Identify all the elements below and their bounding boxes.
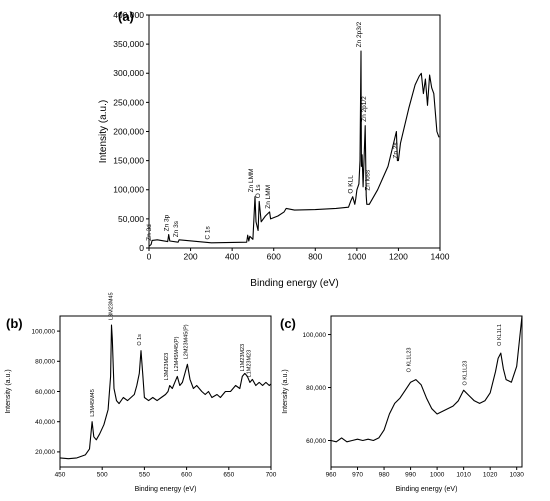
y-tick-label: 300,000 [113, 68, 144, 78]
x-tick-label: 1030 [509, 472, 524, 479]
y-tick-label: 400,000 [113, 10, 144, 20]
y-tick-label: 100,000 [32, 328, 56, 335]
peak-annotation: Zn 3d [146, 224, 153, 241]
peak-annotation: L3M23M23 [164, 353, 170, 381]
panel-label: (a) [118, 9, 134, 24]
y-tick-label: 200,000 [113, 126, 144, 136]
x-tick-label: 0 [147, 252, 152, 262]
x-tick-label: 600 [267, 252, 281, 262]
peak-annotation: C 1s [204, 226, 211, 240]
y-tick-label: 250,000 [113, 97, 144, 107]
x-tick-label: 960 [326, 472, 337, 479]
spectrum-line [148, 50, 440, 247]
peak-annotation: O KLL [347, 175, 354, 194]
x-tick-label: 400 [225, 252, 239, 262]
x-tick-label: 600 [181, 472, 192, 479]
x-tick-label: 700 [266, 472, 277, 479]
panel-label: (b) [6, 316, 23, 331]
y-axis-title: Intensity (a.u.) [282, 369, 289, 413]
peak-annotation: L1M23M23 [247, 350, 253, 378]
x-tick-label: 980 [379, 472, 390, 479]
panel-label: (c) [280, 316, 296, 331]
peak-annotation: L2M45M45(P) [174, 336, 180, 371]
peak-annotation: O KL1L23 [407, 348, 413, 373]
x-tick-label: 800 [308, 252, 322, 262]
peak-annotation: Zn loss [365, 169, 372, 191]
y-axis-title: Intensity (a.u.) [98, 100, 109, 163]
x-tick-label: 500 [97, 472, 108, 479]
peak-annotation: L1M23M23 [240, 344, 246, 372]
y-tick-label: 80,000 [306, 385, 326, 392]
y-tick-label: 0 [139, 243, 144, 253]
y-tick-label: 50,000 [118, 214, 144, 224]
peak-annotation: Zn LMM [248, 169, 255, 193]
plot-frame [330, 315, 523, 468]
chart-panel-1: 0 200 400 600 800 1000 1200 1400 0 50,000 100,000 1… [98, 9, 450, 289]
y-tick-label: 20,000 [35, 449, 55, 456]
peak-annotation: Zn LMM [265, 185, 272, 209]
peak-annotation: O KL1L23 [462, 361, 468, 386]
x-axis-title: Binding energy (eV) [396, 486, 458, 493]
x-tick-label: 1020 [483, 472, 498, 479]
x-tick-label: 550 [139, 472, 150, 479]
y-tick-label: 350,000 [113, 39, 144, 49]
x-tick-label: 1010 [456, 472, 471, 479]
y-axis-title: Intensity (a.u.) [5, 369, 12, 413]
chart-panel-2: 450 500 550 600 650 700 20,000 40,000 60,000 80,0… [5, 292, 277, 493]
peak-annotation: Zn 2p3/2 [356, 21, 363, 47]
peak-annotation: L3M23M45 [108, 292, 114, 320]
chart-panel-3: 960 970 980 990 1000 1010 1020 1030 60,000 80,000… [280, 315, 524, 493]
x-axis-title: Binding energy (eV) [250, 278, 338, 289]
spectrum-line [59, 324, 272, 460]
x-tick-label: 200 [183, 252, 197, 262]
peak-annotation: Zn 3s [173, 220, 180, 237]
x-axis-title: Binding energy (eV) [135, 486, 197, 493]
y-tick-label: 100,000 [303, 332, 327, 339]
y-tick-label: 80,000 [35, 359, 55, 366]
y-tick-label: 60,000 [35, 389, 55, 396]
peak-annotation: Zn 2s [392, 142, 399, 159]
x-tick-label: 990 [405, 472, 416, 479]
peak-annotation: O 1s [137, 334, 143, 346]
y-tick-label: 100,000 [113, 185, 144, 195]
x-tick-label: 1400 [431, 252, 450, 262]
peak-annotation: Zn 3p [164, 214, 171, 231]
peak-annotation: L2M23M45(P) [183, 324, 189, 359]
y-tick-label: 40,000 [35, 419, 55, 426]
peak-annotation: O 1s [255, 184, 262, 198]
y-tick-label: 60,000 [306, 438, 326, 445]
x-tick-label: 650 [223, 472, 234, 479]
x-tick-label: 970 [352, 472, 363, 479]
spectrum-line [330, 315, 523, 443]
x-tick-label: 450 [55, 472, 66, 479]
peak-annotation: Zn 2p1/2 [361, 96, 368, 122]
x-tick-label: 1200 [389, 252, 408, 262]
x-tick-label: 1000 [347, 252, 366, 262]
y-tick-label: 150,000 [113, 156, 144, 166]
peak-annotation: L3M45M45 [90, 389, 96, 417]
x-tick-label: 1000 [430, 472, 445, 479]
peak-annotation: O KL1L1 [497, 324, 503, 346]
